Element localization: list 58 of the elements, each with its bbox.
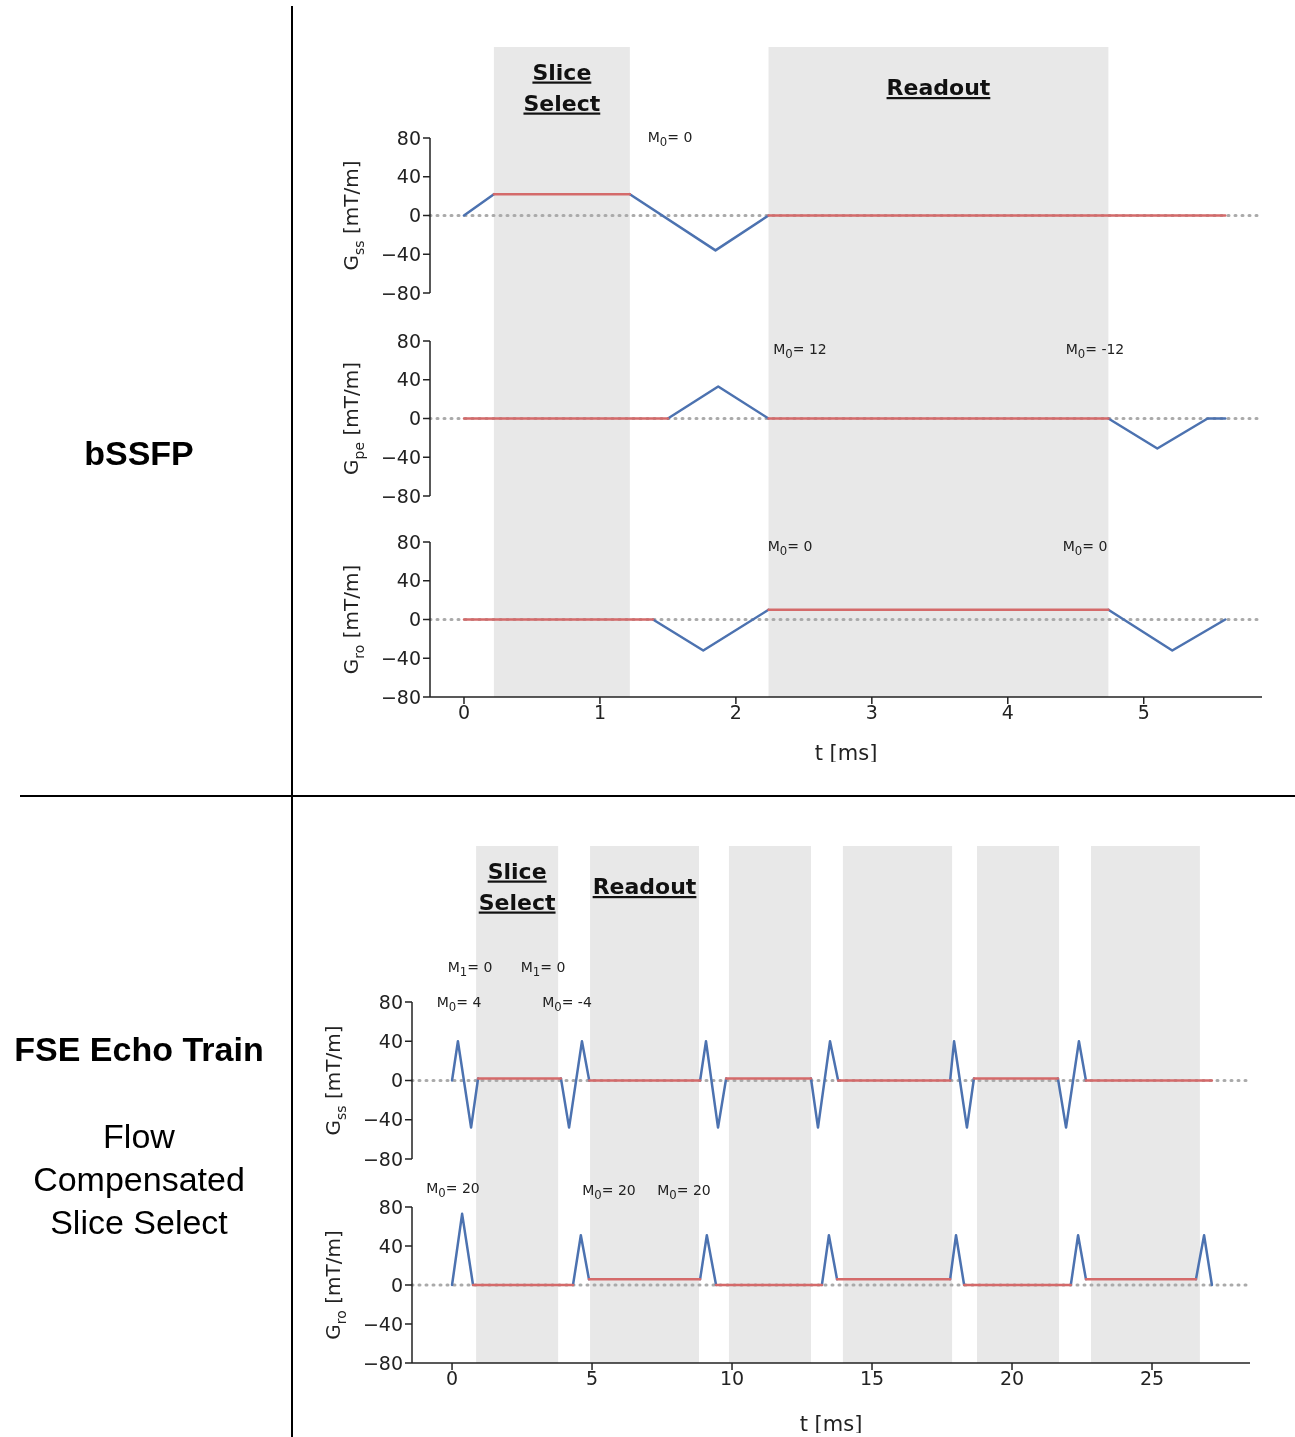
y-tick-label: 0 xyxy=(408,407,421,430)
text: bSSFP xyxy=(83,433,195,474)
x-tick-label: 5 xyxy=(585,1367,599,1390)
x-tick-label: 10 xyxy=(719,1367,745,1390)
x-tick-label: 5 xyxy=(1137,701,1150,724)
y-tick-label: −80 xyxy=(362,1351,403,1374)
y-tick-label: 40 xyxy=(396,165,421,188)
x-tick-label: 3 xyxy=(865,701,878,724)
y-tick-label: 0 xyxy=(390,1069,403,1092)
y-tick-label: 0 xyxy=(408,608,421,631)
y-tick-label: −40 xyxy=(380,445,421,468)
x-tick-label: 2 xyxy=(729,701,742,724)
band-label: Slice Select xyxy=(523,59,601,116)
y-tick-label: 0 xyxy=(408,204,421,227)
annotation: M$_{0}$= 0 xyxy=(1062,538,1108,558)
y-tick-label: 80 xyxy=(378,1195,403,1218)
y-tick-label: 80 xyxy=(396,126,421,149)
x-axis-title: t [ms] xyxy=(814,741,878,765)
x-tick-label: 25 xyxy=(1139,1367,1165,1390)
annotation: M$_{0}$= -4 xyxy=(542,994,592,1014)
annotation: M$_{0}$= 12 xyxy=(773,341,827,361)
text: Flow Compensated Slice Select xyxy=(32,1116,246,1243)
band-label: Slice Select xyxy=(478,858,557,915)
x-axis-title: t [ms] xyxy=(799,1412,863,1436)
annotation: M$_{0}$= 0 xyxy=(767,538,813,558)
y-tick-label: 0 xyxy=(390,1273,403,1296)
y-tick-label: 40 xyxy=(396,569,421,592)
y-tick-label: −40 xyxy=(362,1312,403,1335)
text: M$_{1}$= 0 xyxy=(447,959,493,979)
annotation: M$_{0}$= 4 xyxy=(436,994,482,1014)
annotation: M$_{0}$= 0 xyxy=(647,129,693,149)
y-tick-label: 40 xyxy=(396,368,421,391)
y-tick-label: 80 xyxy=(396,329,421,352)
y-tick-label: 40 xyxy=(378,1029,403,1052)
text: M$_{0}$= 20 xyxy=(426,1180,480,1200)
y-tick-label: −80 xyxy=(362,1147,403,1170)
text: FSE Echo Train xyxy=(13,1029,265,1070)
text: M$_{0}$= 20 xyxy=(582,1182,636,1202)
x-tick-label: 0 xyxy=(445,1367,459,1390)
band-label: Readout xyxy=(886,75,991,100)
band-label: Readout xyxy=(592,874,697,899)
y-tick-label: −40 xyxy=(362,1108,403,1131)
x-tick-label: 1 xyxy=(593,701,606,724)
x-tick-label: 0 xyxy=(457,701,471,724)
y-tick-label: −40 xyxy=(380,646,421,669)
x-tick-label: 15 xyxy=(859,1367,885,1390)
y-tick-label: 40 xyxy=(378,1234,403,1257)
annotation: M$_{0}$= -12 xyxy=(1065,341,1125,361)
text: M$_{0}$= 20 xyxy=(657,1182,711,1202)
y-tick-label: −80 xyxy=(380,281,421,304)
text: M$_{1}$= 0 xyxy=(520,959,566,979)
y-tick-label: −80 xyxy=(380,685,421,708)
x-tick-label: 4 xyxy=(1001,701,1014,724)
y-tick-label: −40 xyxy=(380,242,421,265)
x-tick-label: 20 xyxy=(999,1367,1025,1390)
y-tick-label: 80 xyxy=(378,990,403,1013)
y-tick-label: 80 xyxy=(396,530,421,553)
y-tick-label: −80 xyxy=(380,484,421,507)
